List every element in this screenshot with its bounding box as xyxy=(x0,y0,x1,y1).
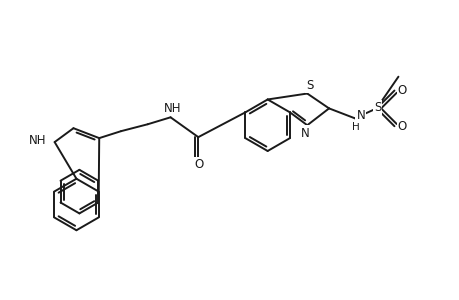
Text: NH: NH xyxy=(29,134,47,147)
Text: O: O xyxy=(397,120,406,133)
Text: S: S xyxy=(306,79,313,92)
Text: N: N xyxy=(356,109,364,122)
Text: O: O xyxy=(397,84,406,97)
Text: NH: NH xyxy=(163,102,181,115)
Text: O: O xyxy=(194,158,203,171)
Text: S: S xyxy=(373,101,381,114)
Text: N: N xyxy=(300,127,309,140)
Text: H: H xyxy=(351,122,359,132)
